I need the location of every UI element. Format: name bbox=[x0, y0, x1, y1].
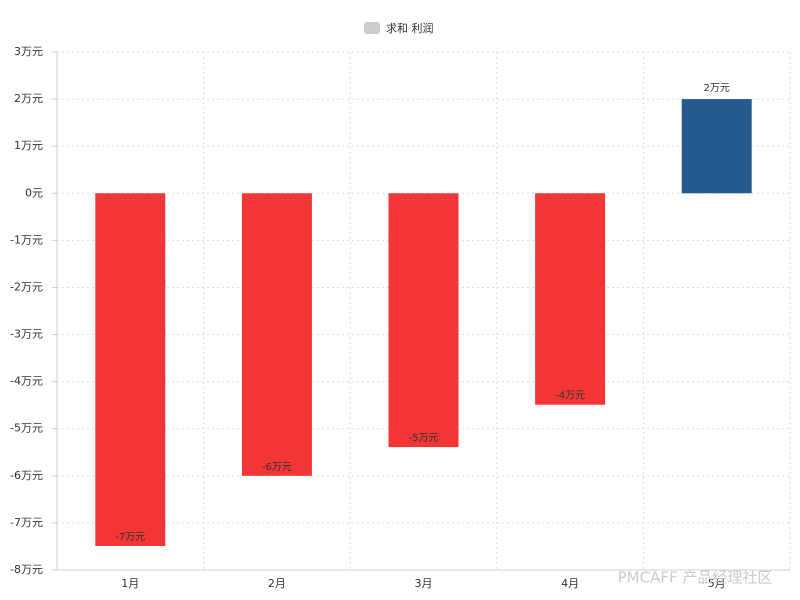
watermark: PMCAFF 产品经理社区 bbox=[618, 569, 773, 587]
y-tick-label: 2万元 bbox=[14, 92, 43, 105]
x-tick-label: 2月 bbox=[268, 577, 286, 590]
x-tick-label: 1月 bbox=[121, 577, 139, 590]
y-tick-label: 3万元 bbox=[14, 45, 43, 58]
x-tick-label: 3月 bbox=[415, 577, 433, 590]
bar bbox=[535, 193, 606, 405]
y-tick-label: -8万元 bbox=[10, 563, 43, 576]
y-tick-label: -7万元 bbox=[10, 516, 43, 529]
x-tick-label: 4月 bbox=[561, 577, 579, 590]
legend-label: 求和 利润 bbox=[386, 21, 434, 35]
y-tick-label: -2万元 bbox=[10, 280, 43, 293]
data-label: -4万元 bbox=[555, 391, 585, 402]
bar bbox=[95, 193, 166, 546]
data-label: -6万元 bbox=[262, 462, 292, 473]
data-label: -7万元 bbox=[115, 532, 145, 543]
y-tick-label: -1万元 bbox=[10, 233, 43, 246]
bar bbox=[681, 99, 752, 194]
data-label: -5万元 bbox=[409, 433, 439, 444]
y-tick-label: 1万元 bbox=[14, 139, 43, 152]
y-tick-label: -3万元 bbox=[10, 328, 43, 341]
legend-swatch bbox=[364, 22, 380, 34]
y-tick-label: 0元 bbox=[25, 186, 43, 199]
bar bbox=[241, 193, 312, 476]
data-label: 2万元 bbox=[704, 83, 730, 94]
y-tick-label: -4万元 bbox=[10, 375, 43, 388]
x-tick-label: 5月 bbox=[708, 577, 726, 590]
y-tick-label: -6万元 bbox=[10, 469, 43, 482]
bar bbox=[388, 193, 459, 448]
y-tick-label: -5万元 bbox=[10, 422, 43, 435]
